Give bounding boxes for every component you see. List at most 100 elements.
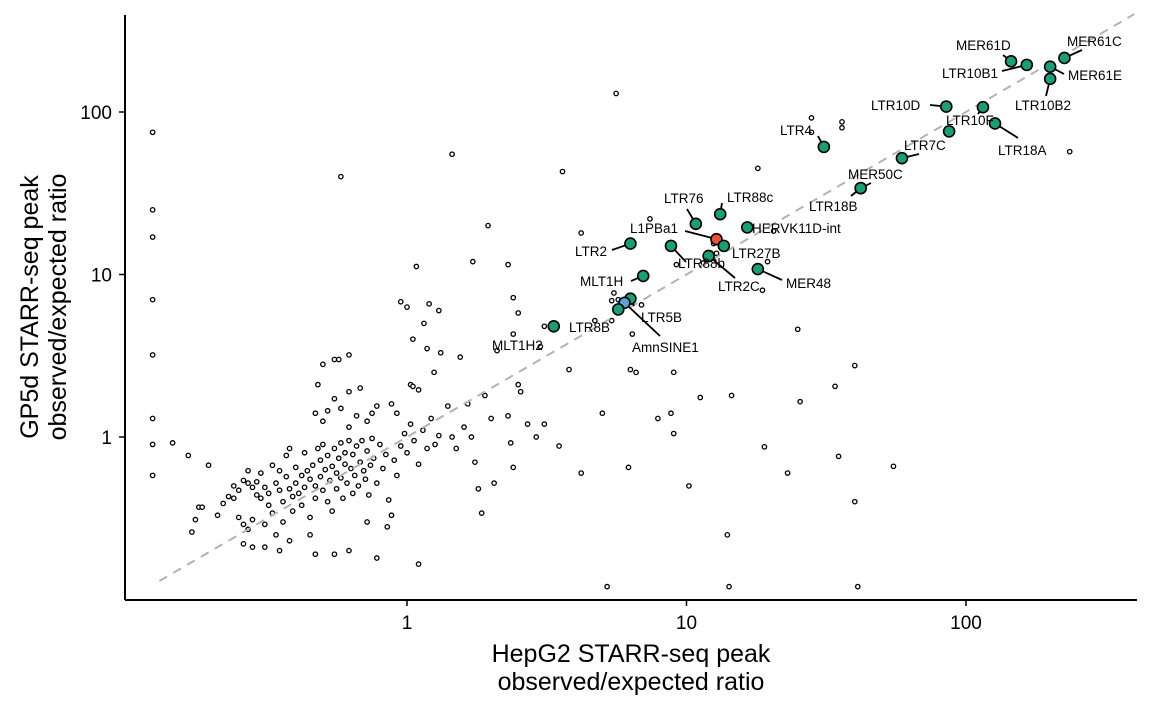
background-point	[761, 443, 768, 450]
background-point	[808, 115, 815, 121]
background-point	[369, 435, 375, 442]
background-point	[428, 415, 434, 422]
background-point	[472, 459, 478, 466]
background-point	[312, 495, 319, 502]
point-ltr27b	[717, 239, 731, 253]
background-point	[365, 492, 372, 498]
background-point	[469, 258, 476, 265]
background-point	[324, 407, 331, 414]
background-point	[424, 345, 430, 352]
x-axis-title-line1: HepG2 STARR-seq peak	[492, 640, 771, 668]
background-point	[415, 387, 422, 393]
background-point	[397, 443, 404, 449]
background-point	[510, 294, 517, 301]
background-point	[541, 421, 548, 427]
background-point	[364, 448, 370, 454]
background-point	[382, 451, 389, 458]
background-point	[432, 441, 438, 448]
background-point	[424, 445, 430, 452]
label-ltr76: LTR76	[664, 191, 704, 206]
point-ltr18b	[854, 181, 867, 195]
background-point	[754, 165, 761, 172]
background-point	[249, 516, 256, 523]
background-point	[331, 445, 338, 452]
background-point	[533, 434, 540, 440]
background-point	[312, 483, 319, 489]
background-point	[556, 443, 562, 449]
background-point	[461, 424, 467, 430]
background-point	[149, 415, 156, 422]
background-point	[608, 297, 615, 304]
label-ltr88b: LTR88b	[678, 256, 725, 271]
background-point	[276, 467, 283, 474]
background-point	[839, 118, 845, 125]
background-point	[794, 326, 801, 333]
background-point	[890, 463, 897, 470]
background-point	[404, 449, 410, 456]
label-l1pba1: L1PBa1	[630, 221, 678, 236]
background-point	[668, 410, 674, 417]
background-point	[515, 381, 522, 388]
background-point	[309, 462, 316, 469]
background-point	[280, 498, 286, 505]
background-point	[351, 472, 358, 479]
background-point	[426, 300, 432, 307]
background-point	[258, 470, 264, 476]
label-mlt1h: MLT1H	[580, 274, 623, 289]
point-ltr88c	[713, 207, 727, 221]
background-point	[517, 388, 524, 395]
point-ltr10e	[942, 125, 956, 138]
background-point	[444, 403, 451, 409]
label-ltr18b: LTR18B	[809, 199, 858, 214]
background-point	[317, 473, 324, 480]
background-point	[670, 369, 677, 376]
background-point	[320, 441, 326, 448]
highlighted-points	[547, 51, 1071, 333]
background-point	[149, 352, 156, 358]
background-point	[770, 228, 777, 234]
background-point	[494, 347, 500, 354]
background-point	[276, 547, 283, 554]
background-point	[289, 508, 296, 514]
background-point	[273, 531, 279, 538]
background-point	[394, 472, 400, 479]
background-point	[169, 440, 176, 446]
background-point	[149, 472, 156, 479]
background-point	[373, 403, 380, 409]
background-point	[301, 484, 308, 491]
background-point	[346, 437, 352, 444]
background-point	[346, 352, 352, 358]
point-mlt1h	[636, 269, 650, 283]
background-point	[286, 485, 293, 492]
background-point	[338, 440, 344, 446]
background-point	[759, 287, 766, 294]
background-point	[307, 476, 313, 483]
background-point	[851, 362, 858, 369]
label-mer61d: MER61D	[956, 38, 1011, 53]
x-axis-title-line2: observed/expected ratio	[498, 668, 765, 696]
background-point	[261, 484, 268, 491]
background-point	[329, 508, 336, 514]
background-point	[839, 124, 845, 131]
point-ltr10b2	[1043, 72, 1057, 86]
background-point	[349, 490, 356, 497]
background-point	[240, 521, 247, 528]
background-point	[283, 452, 290, 459]
background-point	[629, 331, 636, 337]
background-point	[301, 449, 308, 456]
leader-line-amnsine1	[623, 302, 661, 337]
background-point	[388, 400, 395, 407]
background-point	[304, 467, 311, 474]
background-point	[149, 441, 156, 448]
label-ltr2c: LTR2C	[718, 279, 760, 294]
background-point	[315, 381, 321, 388]
background-point	[205, 462, 212, 469]
background-point	[421, 320, 427, 327]
background-point	[608, 317, 615, 324]
background-point	[295, 490, 302, 497]
background-point	[292, 480, 299, 486]
background-point	[437, 349, 444, 356]
point-ltr7c	[895, 151, 909, 165]
background-point	[253, 478, 260, 485]
